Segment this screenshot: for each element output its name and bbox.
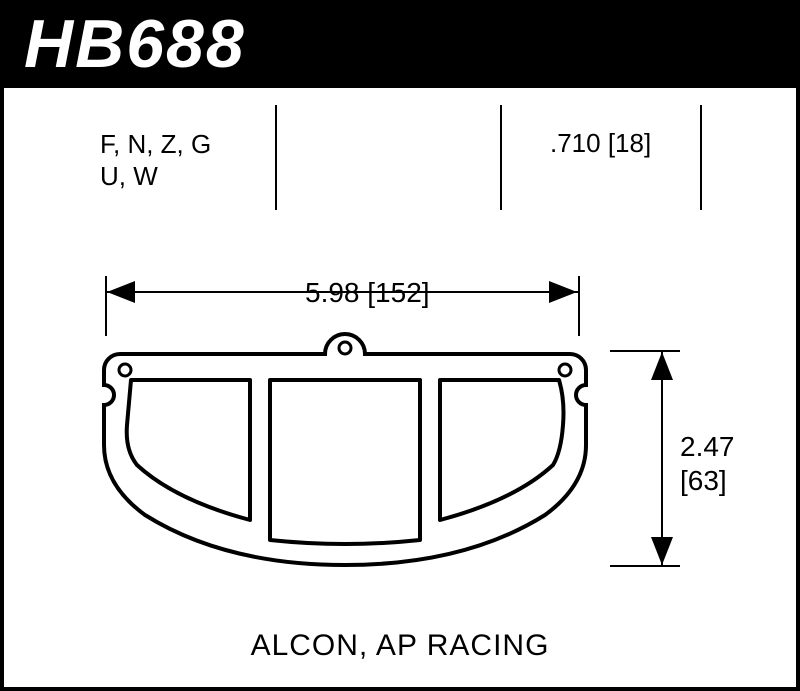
fitment-label: ALCON, AP RACING bbox=[0, 629, 800, 663]
border-left bbox=[0, 88, 4, 691]
width-ext-right bbox=[578, 276, 580, 336]
width-arrow-left-icon bbox=[107, 281, 135, 303]
border-bottom bbox=[0, 687, 800, 691]
brake-pad-outline bbox=[95, 330, 595, 580]
top-tab-hole-icon bbox=[339, 342, 351, 354]
height-dimension: 2.47 [63] bbox=[680, 430, 735, 497]
header-tick-3 bbox=[700, 105, 702, 210]
height-ext-bottom bbox=[610, 565, 680, 567]
width-arrow-right-icon bbox=[549, 281, 577, 303]
pad-segment-center bbox=[270, 380, 420, 544]
corner-hole-tr-icon bbox=[559, 364, 571, 376]
title-bar: HB688 bbox=[0, 0, 800, 88]
header-tick-2 bbox=[500, 105, 502, 210]
header-tick-1 bbox=[275, 105, 277, 210]
height-dim-line bbox=[661, 350, 663, 567]
pad-segment-left bbox=[127, 380, 250, 520]
pad-outer-path bbox=[104, 334, 586, 565]
width-dimension: 5.98 [152] bbox=[305, 277, 430, 309]
thickness-value: .710 [18] bbox=[550, 128, 651, 159]
height-arrow-down-icon bbox=[651, 537, 673, 565]
corner-hole-tl-icon bbox=[119, 364, 131, 376]
part-number: HB688 bbox=[24, 5, 246, 83]
compound-codes-line1: F, N, Z, G bbox=[100, 128, 211, 162]
height-dim-mm: [63] bbox=[680, 465, 727, 496]
page: HB688 F, N, Z, G U, W .710 [18] 5.98 [15… bbox=[0, 0, 800, 691]
border-right bbox=[796, 88, 800, 691]
compound-codes-line2: U, W bbox=[100, 160, 158, 194]
height-arrow-up-icon bbox=[651, 352, 673, 380]
pad-segment-right bbox=[440, 380, 564, 520]
height-dim-value: 2.47 bbox=[680, 431, 735, 462]
